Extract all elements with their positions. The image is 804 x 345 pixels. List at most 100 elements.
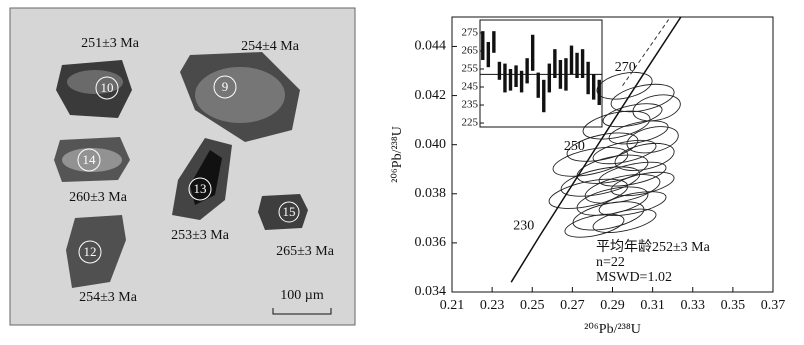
error-ellipse — [592, 139, 657, 165]
spot-circle — [188, 177, 212, 201]
y-tick-label: 245 — [462, 81, 479, 93]
spot-circle — [78, 240, 102, 264]
zircon-grain — [258, 194, 308, 230]
error-ellipse — [592, 208, 657, 233]
y-axis-label: ²⁰⁶Pb/²³⁸U — [390, 126, 405, 183]
error-ellipse — [552, 147, 629, 177]
error-ellipse — [610, 83, 675, 113]
age-label: 265±3 Ma — [276, 244, 335, 259]
spot-number: 9 — [222, 79, 229, 94]
age-bar — [486, 41, 491, 68]
error-ellipse — [632, 94, 681, 122]
spot-number: 15 — [283, 204, 296, 219]
spot-circle — [95, 76, 119, 100]
zircon-zoning — [67, 70, 123, 94]
error-ellipse — [596, 71, 653, 100]
y-tick-label: 275 — [462, 27, 479, 39]
error-ellipse — [614, 142, 675, 171]
age-label: 251±3 Ma — [81, 36, 140, 51]
x-tick-label: 0.31 — [640, 298, 665, 313]
spot-number: 12 — [84, 244, 97, 259]
error-ellipse — [626, 126, 679, 154]
x-tick-label: 0.35 — [721, 298, 746, 313]
age-bar — [586, 61, 590, 95]
spot-circle — [278, 201, 300, 223]
y-tick-label: 255 — [462, 63, 479, 75]
annotation: 平均年龄252±3 Ma — [596, 239, 711, 255]
age-label: 260±3 Ma — [69, 190, 128, 205]
spot-number: 10 — [101, 80, 114, 95]
x-tick-label: 0.27 — [560, 298, 585, 313]
zircon-grain — [66, 215, 126, 288]
error-ellipse — [564, 213, 625, 238]
age-bar — [514, 65, 518, 88]
y-tick-label: 265 — [462, 45, 479, 57]
error-ellipse — [610, 171, 675, 197]
age-bar — [547, 63, 552, 93]
age-bar — [536, 72, 540, 98]
zircon-core — [190, 150, 222, 205]
dashed-line — [622, 19, 670, 87]
y-tick-label: 0.044 — [415, 39, 447, 54]
age-bar — [525, 58, 529, 84]
y-tick-label: 0.034 — [415, 284, 447, 299]
error-ellipse — [584, 174, 661, 204]
ellipses — [548, 71, 681, 238]
age-bar — [508, 68, 513, 91]
age-bar — [575, 52, 579, 79]
age-bar — [481, 31, 485, 60]
age-label: 254±4 Ma — [241, 39, 300, 54]
y-tick-label: 0.036 — [415, 235, 447, 250]
zircon-zoning — [195, 67, 285, 123]
spot-number: 13 — [194, 181, 207, 196]
concordia-age-label: 250 — [564, 139, 585, 154]
concordia-curve — [510, 17, 682, 283]
error-ellipse — [566, 132, 639, 162]
x-tick-label: 0.23 — [480, 298, 505, 313]
age-bar — [503, 63, 507, 93]
concordia-age-label: 230 — [513, 218, 534, 233]
spot-circle — [213, 75, 237, 99]
x-tick-label: 0.37 — [761, 298, 786, 313]
age-bar — [553, 49, 557, 79]
age-bar — [580, 49, 585, 79]
scale-bar-label: 100 µm — [280, 288, 324, 303]
age-bar — [519, 70, 524, 93]
age-bar — [492, 31, 496, 53]
annotation: n=22 — [596, 255, 625, 270]
y-tick-label: 225 — [462, 117, 479, 129]
concordia-age-label: 270 — [615, 60, 636, 75]
error-ellipse — [582, 110, 651, 140]
spot-circle — [77, 148, 101, 172]
x-axis-label: ²⁰⁶Pb/²³⁸U — [584, 322, 641, 337]
age-bar — [591, 74, 596, 100]
x-tick-label: 0.25 — [520, 298, 545, 313]
error-ellipse — [608, 120, 669, 145]
scale-bar — [272, 308, 332, 315]
annotation: MSWD=1.02 — [596, 270, 672, 285]
spot-number: 14 — [83, 152, 97, 167]
inset-frame — [479, 19, 603, 128]
age-bar — [542, 79, 546, 113]
error-ellipse — [598, 191, 667, 216]
age-label: 254±3 Ma — [79, 290, 138, 305]
error-ellipse — [602, 103, 663, 128]
y-tick-label: 235 — [462, 99, 479, 111]
age-label: 253±3 Ma — [171, 228, 230, 243]
error-ellipse — [598, 161, 667, 187]
error-ellipse — [548, 178, 629, 209]
zircon-zoning — [62, 148, 122, 172]
y-tick-label: 0.038 — [415, 186, 447, 201]
cl-image-panel: 251±3 Ma 10 254±4 Ma 9 14 260±3 Ma 13 25… — [9, 7, 356, 326]
x-tick-label: 0.33 — [681, 298, 706, 313]
age-bar — [597, 79, 601, 106]
y-tick-label: 0.040 — [415, 137, 447, 152]
age-bar — [497, 61, 502, 80]
y-tick-label: 0.042 — [415, 88, 447, 103]
error-ellipse — [572, 201, 645, 231]
age-bar — [569, 45, 574, 75]
x-tick-label: 0.29 — [600, 298, 625, 313]
x-tick-label: 0.21 — [440, 298, 465, 313]
age-bar — [530, 34, 535, 71]
